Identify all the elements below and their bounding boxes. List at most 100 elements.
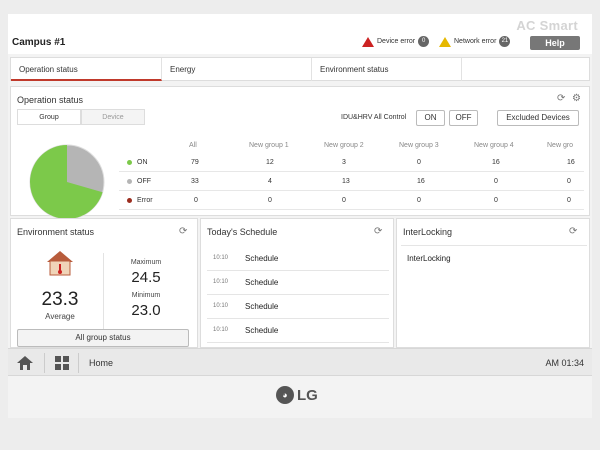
table-cell: 0 [567,178,571,185]
refresh-icon[interactable]: ⟳ [557,93,566,104]
interlocking-title: InterLocking [403,227,453,237]
schedule-item[interactable]: 10:10 Schedule [207,271,389,295]
network-error-indicator[interactable]: Network error 21 [439,36,511,47]
schedule-name: Schedule [245,254,279,263]
table-cell: 0 [342,197,346,204]
table-cell: 33 [191,178,199,185]
on-status-dot [127,160,132,165]
home-icon[interactable] [17,356,33,370]
house-thermometer-icon [47,251,73,276]
refresh-icon[interactable]: ⟳ [374,226,383,237]
row-label: OFF [137,178,151,185]
schedule-time: 10:10 [213,327,229,333]
table-cell: 16 [492,159,500,166]
column-header: New group 3 [399,142,439,149]
column-header: All [189,142,197,149]
tab-operation-status[interactable]: Operation status [11,58,162,81]
table-cell: 0 [417,197,421,204]
device-error-indicator[interactable]: Device error 0 [362,36,430,47]
lg-logo-icon: ◕ [276,386,294,404]
table-cell: 3 [342,159,346,166]
divider [401,245,587,246]
tab-empty[interactable] [462,58,589,81]
subtab-group[interactable]: Group [17,109,81,125]
clock-time: AM 01:34 [545,358,584,368]
all-control-label: IDU&HRV All Control [341,114,407,121]
page-title: Campus #1 [12,37,66,48]
subtab-device[interactable]: Device [81,109,145,125]
todays-schedule-panel: Today's Schedule ⟳ 10:10 Schedule 10:10 … [200,218,394,348]
operation-table: All New group 1 New group 2 New group 3 … [119,139,584,210]
top-bar: AC Smart Campus #1 Device error 0 Networ… [8,14,592,54]
refresh-icon[interactable]: ⟳ [569,226,578,237]
average-label: Average [45,312,75,321]
network-error-label: Network error [454,38,497,45]
environment-status-title: Environment status [17,227,95,237]
table-cell: 12 [266,159,274,166]
table-cell: 16 [567,159,575,166]
help-button[interactable]: Help [530,36,580,50]
off-status-dot [127,179,132,184]
refresh-icon[interactable]: ⟳ [179,226,188,237]
schedule-item[interactable]: 10:10 Schedule [207,295,389,319]
error-status-dot [127,198,132,203]
main-tabs: Operation status Energy Environment stat… [10,57,590,81]
network-error-count: 21 [499,36,511,47]
maximum-label: Maximum [130,259,162,266]
schedule-time: 10:10 [213,303,229,309]
all-on-button[interactable]: ON [416,110,445,126]
average-temperature: 23.3 [41,289,79,310]
table-cell: 0 [417,159,421,166]
row-label: Error [137,197,153,204]
pie-slice-on [30,145,103,219]
column-header: New group 2 [324,142,364,149]
interlocking-item[interactable]: InterLocking [407,254,451,263]
tab-energy[interactable]: Energy [162,58,312,81]
table-row: Error 0 0 0 0 0 0 [119,191,584,210]
all-off-button[interactable]: OFF [449,110,478,126]
operation-pie-chart [29,144,105,220]
table-cell: 0 [494,197,498,204]
breadcrumb-home[interactable]: Home [89,358,114,368]
table-row: ON 79 12 3 0 16 16 [119,153,584,172]
operation-status-title: Operation status [17,95,84,105]
tab-environment-status[interactable]: Environment status [312,58,462,81]
divider [78,353,79,373]
schedule-item[interactable]: 10:10 Schedule [207,319,389,343]
table-row: OFF 33 4 13 16 0 0 [119,172,584,191]
table-cell: 0 [567,197,571,204]
excluded-devices-button[interactable]: Excluded Devices [497,110,579,126]
minimum-temperature: 23.0 [131,302,161,319]
operation-status-panel: Operation status ⟳ ⚙ Group Device IDU&HR… [10,86,590,220]
table-cell: 0 [494,178,498,185]
minimum-label: Minimum [131,292,161,299]
bottom-nav-bar: Home AM 01:34 [8,348,592,376]
environment-status-panel: Environment status ⟳ 23.3 Average Maximu… [10,218,198,348]
brand-label: AC Smart [516,18,578,33]
column-header: New group 1 [249,142,289,149]
column-header: New gro [547,142,574,149]
maximum-temperature: 24.5 [131,269,161,286]
table-cell: 79 [191,159,199,166]
schedule-name: Schedule [245,278,279,287]
divider [44,353,45,373]
interlocking-panel: InterLocking ⟳ InterLocking [396,218,590,348]
column-header: New group 4 [474,142,514,149]
table-cell: 4 [268,178,272,185]
ac-smart-screen: AC Smart Campus #1 Device error 0 Networ… [8,14,592,418]
menu-grid-icon[interactable] [55,356,69,370]
error-triangle-icon [362,36,374,47]
device-error-count: 0 [418,36,430,47]
lg-logo: ◕ LG [276,386,318,404]
settings-icon[interactable]: ⚙ [572,93,581,104]
table-cell: 13 [342,178,350,185]
schedule-item[interactable]: 10:10 Schedule [207,247,389,271]
table-cell: 0 [194,197,198,204]
divider [103,253,104,329]
all-group-status-button[interactable]: All group status [17,329,189,347]
device-error-label: Device error [377,38,416,45]
schedule-title: Today's Schedule [207,227,278,237]
schedule-name: Schedule [245,326,279,335]
schedule-time: 10:10 [213,255,229,261]
warning-triangle-icon [439,36,451,47]
